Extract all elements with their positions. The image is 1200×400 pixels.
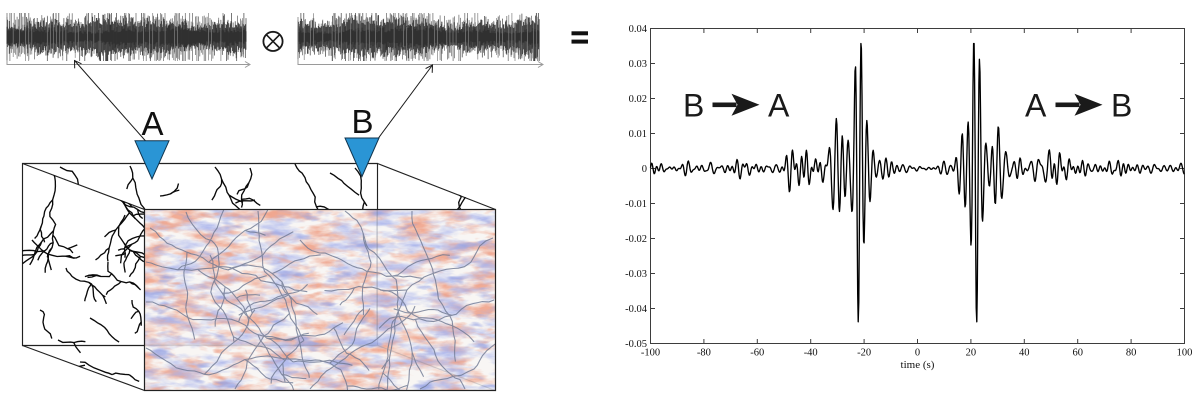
svg-text:-80: -80: [697, 348, 711, 359]
svg-text:A: A: [768, 88, 790, 124]
svg-text:0: 0: [642, 164, 647, 175]
svg-text:-0.01: -0.01: [625, 199, 647, 210]
svg-text:A: A: [141, 105, 163, 142]
svg-text:-0.04: -0.04: [625, 304, 648, 315]
svg-text:-60: -60: [750, 348, 764, 359]
svg-text:-40: -40: [804, 348, 818, 359]
svg-text:60: 60: [1072, 348, 1083, 359]
svg-text:100: 100: [1177, 348, 1193, 359]
svg-text:-100: -100: [641, 348, 660, 359]
svg-text:-0.05: -0.05: [625, 339, 647, 350]
svg-text:0.02: 0.02: [629, 94, 647, 105]
svg-text:0.01: 0.01: [629, 129, 647, 140]
svg-text:40: 40: [1019, 348, 1030, 359]
svg-text:-20: -20: [857, 348, 871, 359]
svg-text:-0.03: -0.03: [625, 269, 647, 280]
svg-text:B: B: [683, 88, 704, 124]
svg-text:B: B: [351, 103, 373, 140]
svg-text:20: 20: [966, 348, 977, 359]
svg-text:-0.02: -0.02: [625, 234, 647, 245]
svg-text:0.04: 0.04: [629, 24, 648, 35]
svg-text:0: 0: [915, 348, 920, 359]
svg-text:time (s): time (s): [901, 359, 935, 371]
svg-text:80: 80: [1126, 348, 1137, 359]
svg-text:A: A: [1025, 88, 1047, 124]
svg-text:0.03: 0.03: [629, 59, 647, 70]
svg-text:B: B: [1111, 88, 1132, 124]
